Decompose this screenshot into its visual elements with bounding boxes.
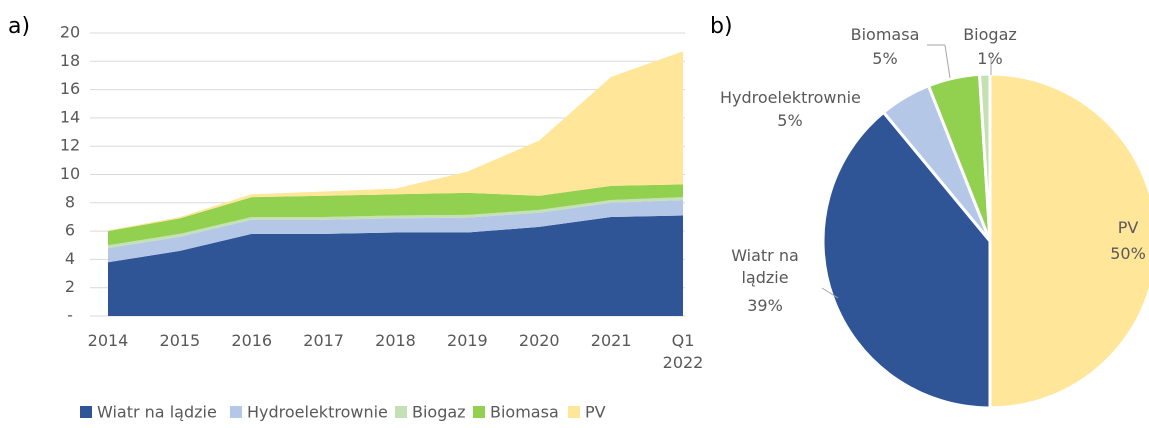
slice-label: Biomasa [850,25,920,44]
y-tick-label: 12 [60,136,80,155]
slice-value: 1% [977,49,1003,68]
y-tick-label: 10 [60,164,80,183]
slice-label: Hydroelektrownie [720,88,861,107]
x-tick-label: 2018 [375,331,416,350]
slice-label: PV [1117,218,1139,237]
y-tick-label: 8 [65,192,75,211]
x-tick-label: 2017 [303,331,344,350]
pie-slice [821,110,992,410]
x-tick-label: 2014 [87,331,129,350]
legend-swatch [230,406,242,418]
area [108,199,683,263]
y-tick-label: 14 [60,107,80,126]
slice-value: 5% [872,49,898,68]
leader-line [821,287,839,299]
legend-label: Wiatr na lądzie [97,403,217,422]
legend-swatch [473,406,485,418]
y-tick-label: 4 [65,249,75,268]
area [108,51,683,232]
leader-line [944,44,951,79]
y-tick-label: 18 [60,51,80,70]
legend-swatch [395,406,407,418]
slice-label: Wiatr na lądzie [731,246,799,287]
x-tick-label: 2020 [518,331,560,350]
slice-value: 50% [1110,244,1146,263]
x-tick-label: Q1 2022 [662,331,704,372]
area [108,184,683,246]
y-tick-label: 20 [60,23,80,42]
legend-swatch [568,406,580,418]
x-tick-label: 2015 [159,331,201,350]
x-tick-label: 2019 [447,331,488,350]
x-tick-label: 2016 [231,331,273,350]
slice-value: 5% [777,111,803,130]
slice-label: Biogaz [963,25,1017,44]
y-tick-label: 2 [65,277,75,296]
panel-label: a) [8,14,31,39]
y-tick-label: 16 [60,79,80,98]
area [108,215,683,316]
pie-slice [988,72,1149,410]
panel-label: b) [710,14,733,39]
pie-slice [977,72,992,242]
y-tick-label: - [67,306,73,325]
legend-label: Hydroelektrownie [247,403,388,422]
legend-swatch [80,406,92,418]
legend-label: Biomasa [490,403,559,422]
legend-label: PV [585,403,606,422]
slice-value: 39% [747,296,783,315]
legend-label: Biogaz [412,403,466,422]
y-tick-label: 6 [65,221,75,240]
x-tick-label: 2021 [590,331,632,350]
